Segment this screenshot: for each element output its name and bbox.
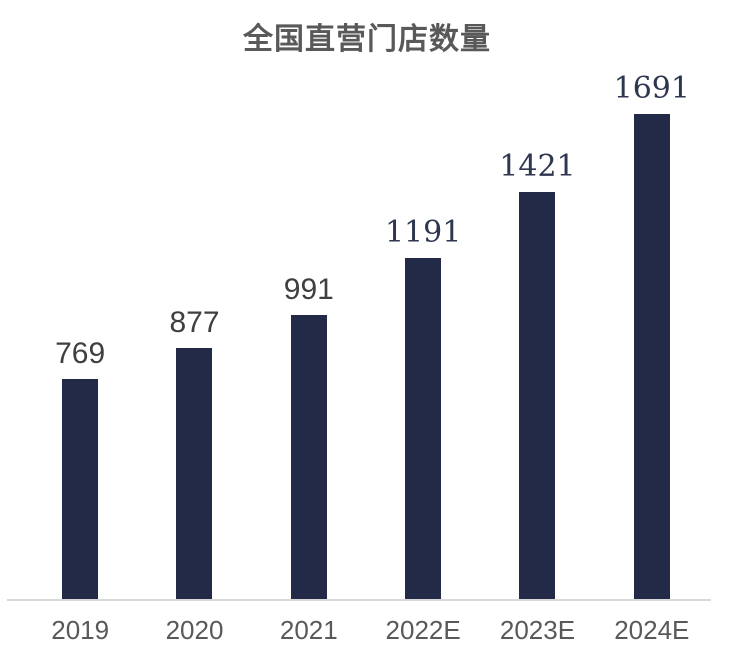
bar-column-2022E: 1191 xyxy=(366,214,480,600)
bar-2019 xyxy=(62,379,99,600)
bar-2023E xyxy=(519,192,556,600)
x-axis-tick-label: 2024E xyxy=(614,615,690,645)
bar-column-2021: 991 xyxy=(252,272,366,600)
bar-value-label: 769 xyxy=(55,336,106,370)
x-axis-tick-label: 2020 xyxy=(165,615,224,645)
x-axis-tick-label: 2023E xyxy=(499,615,576,645)
x-axis-tick-label: 2019 xyxy=(51,615,110,645)
x-axis-labels: 2019 2020 2021 2022E 2023E 2024E xyxy=(23,615,709,646)
x-axis-line xyxy=(7,599,711,601)
bar-value-label: 1421 xyxy=(499,148,576,184)
bar-value-label: 1191 xyxy=(384,214,462,250)
bar-column-2024E: 1691 xyxy=(595,70,709,600)
bar-column-2020: 877 xyxy=(137,305,251,600)
bars-area: 769 877 991 1191 1421 1691 xyxy=(23,70,709,600)
bar-value-label: 991 xyxy=(283,272,334,306)
bar-column-2023E: 1421 xyxy=(480,148,594,600)
bar-value-label: 1691 xyxy=(613,70,690,106)
bar-2021 xyxy=(290,315,327,600)
x-axis-tick-label: 2021 xyxy=(279,615,338,645)
bar-value-label: 877 xyxy=(169,305,220,339)
x-axis-tick-label: 2022E xyxy=(385,615,461,645)
bar-column-2019: 769 xyxy=(23,336,137,600)
bar-2024E xyxy=(633,114,670,600)
bar-2022E xyxy=(405,258,442,600)
bar-2020 xyxy=(176,348,213,600)
chart-title: 全国直营门店数量 xyxy=(243,22,491,57)
